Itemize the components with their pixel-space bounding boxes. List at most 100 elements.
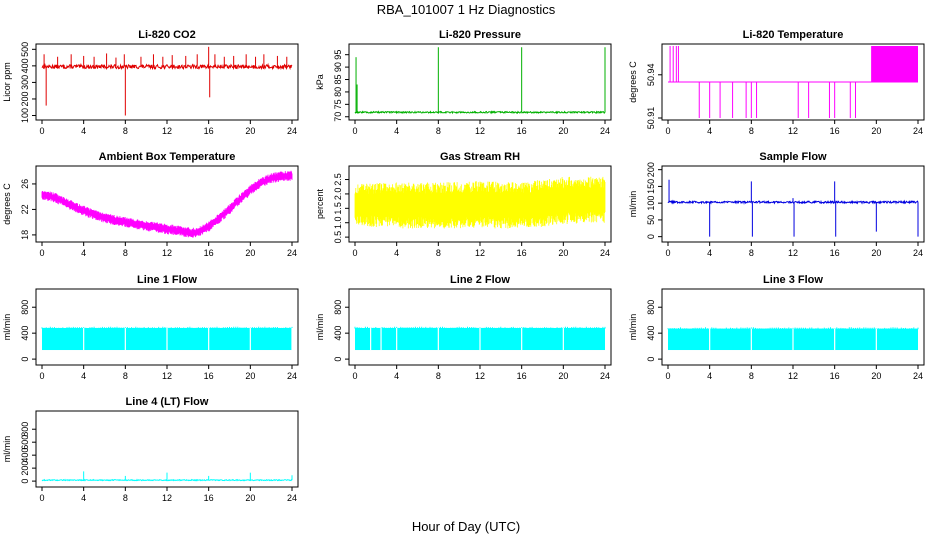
y-tick-label: 90	[333, 62, 343, 72]
y-tick-label: 0	[646, 234, 656, 239]
x-tick-label: 0	[352, 248, 357, 258]
x-tick-label: 12	[788, 126, 798, 136]
x-tick-label: 16	[204, 493, 214, 503]
panel-title: Line 1 Flow	[137, 274, 197, 286]
x-tick-label: 24	[287, 371, 297, 381]
x-tick-label: 12	[475, 371, 485, 381]
y-tick-label: 1.5	[333, 202, 343, 215]
panel-ylabel: ml/min	[2, 436, 12, 463]
chart-panel: Gas Stream RH percent 0 4 8 12 16 20 24 0.5 1.01.5…	[315, 151, 612, 258]
x-tick-label: 4	[81, 126, 86, 136]
x-tick-label: 20	[871, 248, 881, 258]
panel-title: Ambient Box Temperature	[99, 151, 236, 163]
panel-title: Li-820 Pressure	[439, 29, 521, 41]
y-tick-label: 22	[20, 204, 30, 214]
series-marks	[41, 46, 293, 116]
panel-ylabel: percent	[315, 188, 325, 219]
panel-frame	[348, 43, 612, 121]
chart-panel: Li-820 Pressure kPa 0 4 8 12 16 20 24 70 75 80 85 90 9…	[315, 29, 612, 136]
y-tick-label: 800	[20, 300, 30, 315]
x-tick-label: 20	[245, 126, 255, 136]
series-marks	[667, 327, 919, 351]
chart-panel: Line 3 Flow ml/min 0 4 8 12 16 20 24 0 400 800	[628, 274, 925, 381]
y-tick-label: 0	[333, 357, 343, 362]
panel-title: Line 4 (LT) Flow	[126, 396, 209, 408]
y-tick-label: 18	[20, 230, 30, 240]
x-tick-label: 8	[749, 126, 754, 136]
y-tick-label: 800	[20, 422, 30, 437]
y-tick-label: 400	[333, 326, 343, 341]
y-tick-label: 75	[333, 99, 343, 109]
y-tick-label: 1.0	[333, 216, 343, 229]
panel-title: Line 2 Flow	[450, 274, 510, 286]
y-tick-label: 200	[20, 91, 30, 106]
x-tick-label: 8	[123, 371, 128, 381]
x-tick-label: 24	[287, 493, 297, 503]
y-tick-label: 100	[646, 196, 656, 211]
x-tick-label: 16	[517, 126, 527, 136]
panel-ylabel: kPa	[315, 74, 325, 90]
y-tick-label: 200	[646, 162, 656, 177]
x-tick-label: 24	[913, 371, 923, 381]
x-tick-label: 4	[81, 493, 86, 503]
x-tick-label: 16	[204, 126, 214, 136]
y-tick-label: 0	[646, 357, 656, 362]
x-tick-label: 16	[830, 371, 840, 381]
panel-title: Li-820 Temperature	[743, 29, 844, 41]
x-tick-label: 8	[749, 371, 754, 381]
y-tick-label: 100	[20, 108, 30, 123]
y-tick-label: 150	[646, 179, 656, 194]
panel-frame	[661, 165, 925, 243]
x-tick-label: 20	[871, 371, 881, 381]
panel-frame	[35, 43, 299, 121]
y-tick-label: 500	[20, 42, 30, 57]
x-tick-label: 24	[600, 126, 610, 136]
x-tick-label: 24	[913, 248, 923, 258]
x-tick-label: 4	[707, 126, 712, 136]
x-tick-label: 0	[39, 248, 44, 258]
x-tick-label: 24	[913, 126, 923, 136]
x-tick-label: 8	[436, 126, 441, 136]
panel-title: Gas Stream RH	[440, 151, 520, 163]
x-tick-label: 20	[558, 248, 568, 258]
series-marks	[354, 47, 606, 115]
panel-title: Line 3 Flow	[763, 274, 823, 286]
y-tick-label: 85	[333, 75, 343, 85]
x-tick-label: 20	[558, 371, 568, 381]
x-tick-label: 0	[665, 371, 670, 381]
x-tick-label: 0	[39, 126, 44, 136]
y-tick-label: 200	[20, 461, 30, 476]
x-tick-label: 4	[707, 248, 712, 258]
y-tick-label: 600	[20, 435, 30, 450]
x-tick-label: 12	[162, 493, 172, 503]
y-tick-label: 2.5	[333, 173, 343, 186]
y-tick-label: 50.94	[646, 64, 656, 87]
series-marks	[41, 471, 293, 482]
x-tick-label: 0	[352, 126, 357, 136]
y-tick-label: 50	[646, 215, 656, 225]
x-tick-label: 24	[600, 248, 610, 258]
x-tick-label: 8	[123, 126, 128, 136]
chart-panel: Line 1 Flow ml/min 0 4 8 12 16 20 24 0 400 800	[2, 274, 299, 381]
x-tick-label: 16	[517, 371, 527, 381]
x-tick-label: 20	[245, 371, 255, 381]
y-tick-label: 50.91	[646, 107, 656, 130]
figure-xlabel: Hour of Day (UTC)	[412, 519, 520, 534]
x-tick-label: 4	[707, 371, 712, 381]
x-tick-label: 16	[830, 248, 840, 258]
temperature-band	[41, 170, 293, 238]
rh-band	[354, 176, 606, 229]
x-tick-label: 0	[665, 126, 670, 136]
series-marks	[354, 326, 606, 351]
x-tick-label: 12	[162, 371, 172, 381]
x-tick-label: 16	[204, 371, 214, 381]
x-tick-label: 24	[287, 126, 297, 136]
temperature-high-band	[871, 46, 918, 82]
y-tick-label: 2.0	[333, 188, 343, 201]
panel-ylabel: ml/min	[628, 314, 638, 341]
x-tick-label: 12	[788, 248, 798, 258]
x-tick-label: 16	[830, 126, 840, 136]
y-tick-label: 400	[20, 326, 30, 341]
